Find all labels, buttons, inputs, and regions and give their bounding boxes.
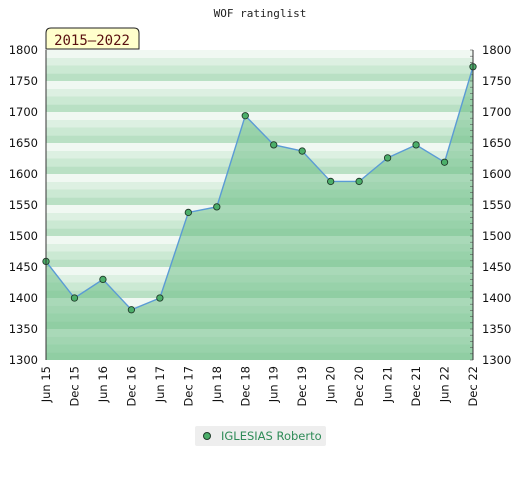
y-tick-label-left: 1300 xyxy=(9,353,38,367)
data-point xyxy=(298,147,306,155)
data-point xyxy=(440,158,449,166)
x-tick-label: Jun 22 xyxy=(438,366,452,403)
x-tick-label: Dec 20 xyxy=(352,366,366,407)
series-polyline xyxy=(45,66,474,311)
x-tick-label: Dec 19 xyxy=(295,366,309,407)
background-band xyxy=(46,81,473,89)
x-tick-label: Dec 18 xyxy=(238,366,252,407)
y-axis-left: 1300 1350 1400 1450 1500 1550 1600 1650 1700 1750… xyxy=(9,43,47,367)
x-tick-label: Jun 20 xyxy=(324,366,338,403)
x-tick-label: Jun 19 xyxy=(267,366,281,403)
data-point xyxy=(383,154,392,162)
y-tick-label-right: 1400 xyxy=(482,291,511,305)
background-band xyxy=(46,50,473,58)
background-band xyxy=(46,88,473,97)
x-tick-label: Dec 22 xyxy=(466,366,480,407)
area-fill xyxy=(46,66,473,361)
y-tick-label-left: 1350 xyxy=(9,322,38,336)
legend-marker xyxy=(203,432,211,440)
chart-title: WOF ratinglist xyxy=(214,7,307,20)
y-tick-label-right: 1350 xyxy=(482,322,511,336)
data-point xyxy=(127,306,136,314)
x-tick-label: Dec 16 xyxy=(124,366,138,407)
data-point xyxy=(241,112,249,120)
x-tick-label: Dec 15 xyxy=(67,366,81,407)
data-point xyxy=(99,275,107,284)
background-band xyxy=(46,73,473,81)
y-tick-label-left: 1500 xyxy=(9,229,38,243)
series-points xyxy=(42,63,477,314)
y-tick-label-right: 1700 xyxy=(482,105,511,119)
y-axis-right: 1300 1350 1400 1450 1500 1550 1600 1650 1700 1750… xyxy=(472,43,511,367)
x-tick-label: Jun 17 xyxy=(153,366,167,403)
x-tick-label: Jun 21 xyxy=(381,366,395,403)
y-tick-label-right: 1550 xyxy=(482,198,511,212)
legend-label: IGLESIAS Roberto xyxy=(221,429,322,443)
x-axis: Jun 15 Dec 15 Jun 16 Dec 16 Jun 17 Dec 17 Jun … xyxy=(39,366,480,407)
data-point xyxy=(156,294,164,302)
y-tick-label-left: 1700 xyxy=(9,105,38,119)
y-tick-label-left: 1800 xyxy=(9,43,38,57)
y-tick-label-right: 1600 xyxy=(482,167,511,181)
data-point xyxy=(270,141,278,149)
y-tick-label-left: 1650 xyxy=(9,136,38,150)
y-tick-label-right: 1800 xyxy=(482,43,511,57)
data-point xyxy=(213,203,221,211)
legend: IGLESIAS Roberto xyxy=(195,426,326,446)
data-point xyxy=(70,294,79,302)
data-point xyxy=(412,141,420,149)
background-band xyxy=(46,57,473,66)
series-line xyxy=(45,66,474,311)
data-point xyxy=(355,177,363,186)
background-band xyxy=(46,112,473,120)
period-badge: 2015–2022 xyxy=(45,27,140,50)
x-tick-label: Jun 18 xyxy=(210,366,224,403)
y-tick-label-right: 1300 xyxy=(482,353,511,367)
background-band xyxy=(46,65,473,74)
x-tick-label: Dec 21 xyxy=(409,366,423,407)
background-band xyxy=(46,119,473,128)
y-tick-label-left: 1750 xyxy=(9,74,38,88)
y-tick-label-right: 1500 xyxy=(482,229,511,243)
data-point xyxy=(184,208,192,217)
y-tick-label-left: 1600 xyxy=(9,167,38,181)
background-band xyxy=(46,104,473,112)
area-path xyxy=(46,66,473,361)
y-tick-label-right: 1750 xyxy=(482,74,511,88)
x-tick-label: Jun 16 xyxy=(96,366,110,403)
y-tick-label-left: 1450 xyxy=(9,260,38,274)
x-tick-label: Dec 17 xyxy=(181,366,195,407)
y-tick-label-right: 1450 xyxy=(482,260,511,274)
background-band xyxy=(46,96,473,105)
y-tick-label-right: 1650 xyxy=(482,136,511,150)
x-tick-label: Jun 15 xyxy=(39,366,53,403)
data-point xyxy=(327,177,335,186)
y-tick-label-left: 1550 xyxy=(9,198,38,212)
period-badge-text: 2015–2022 xyxy=(54,33,130,49)
y-tick-label-left: 1400 xyxy=(9,291,38,305)
